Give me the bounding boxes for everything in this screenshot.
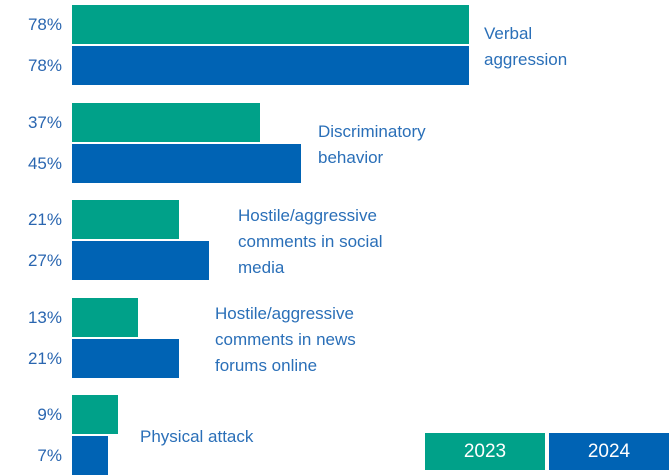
legend-item: 2024	[549, 433, 669, 470]
category-label: Physical attack	[140, 427, 254, 446]
value-label: 45%	[27, 153, 62, 173]
bar	[72, 395, 118, 434]
category-label: Hostile/aggressive comments in social me…	[238, 206, 383, 277]
bar	[72, 5, 470, 44]
bar	[72, 241, 210, 280]
bar	[72, 102, 261, 142]
value-label: 21%	[27, 210, 62, 229]
value-label: 21%	[27, 348, 62, 368]
value-label: 78%	[27, 15, 62, 34]
category-label: Verbal aggression	[484, 24, 568, 69]
value-label: 13%	[27, 307, 62, 327]
category-label: Discriminatory behavior	[318, 121, 426, 167]
bar	[72, 297, 139, 337]
bar	[72, 200, 179, 239]
bar	[72, 143, 302, 183]
bar	[72, 338, 179, 378]
bar	[72, 436, 108, 475]
value-label: 7%	[37, 446, 62, 465]
bar	[72, 46, 470, 85]
legend-item: 2023	[425, 433, 545, 470]
value-label: 37%	[27, 112, 62, 132]
value-label: 9%	[37, 405, 62, 424]
value-label: 78%	[27, 56, 62, 75]
value-label: 27%	[27, 251, 62, 270]
category-label: Hostile/aggressive comments in news foru…	[215, 303, 356, 375]
